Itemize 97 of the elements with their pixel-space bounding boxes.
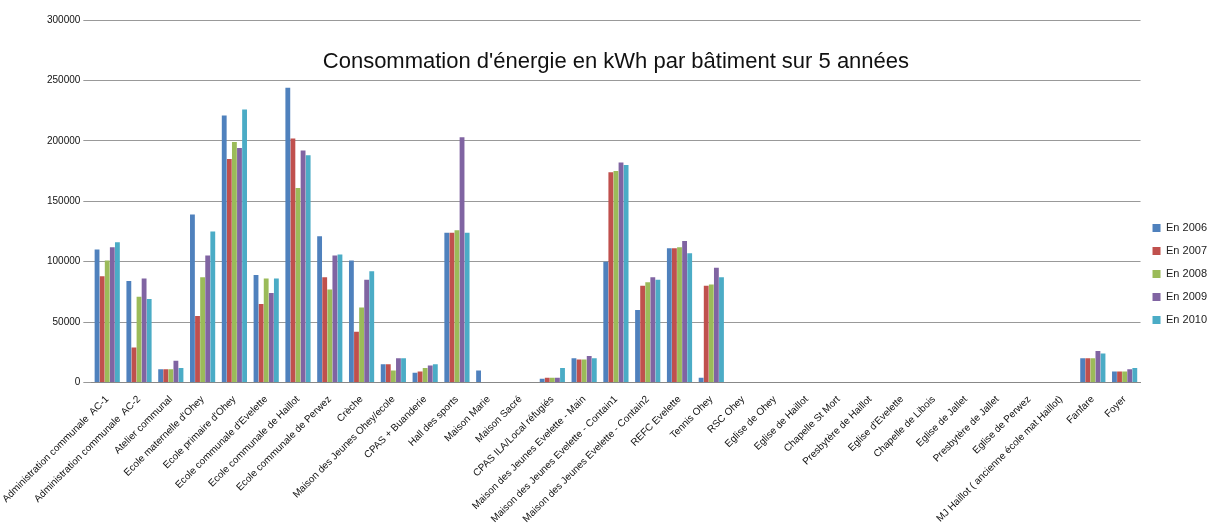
bar [327, 289, 333, 382]
bar [635, 309, 640, 382]
bar [385, 364, 391, 382]
bar [427, 365, 433, 382]
bar [719, 277, 724, 382]
bar [200, 277, 206, 382]
bar [114, 242, 120, 382]
bar [655, 279, 661, 382]
bar [109, 247, 115, 382]
bar [390, 370, 396, 382]
y-tick-label: 50000 [52, 315, 81, 327]
bar [449, 232, 455, 382]
bar [1132, 367, 1138, 382]
bar [581, 359, 587, 382]
bar [317, 236, 323, 382]
bar [698, 377, 704, 382]
y-tick-label: 100000 [46, 255, 81, 267]
bar [285, 87, 291, 382]
bar [1080, 358, 1086, 382]
bar [464, 232, 470, 382]
bar [623, 164, 629, 382]
bar [555, 377, 560, 382]
bar [703, 285, 709, 382]
bar [1095, 351, 1101, 382]
bar [650, 277, 656, 382]
bar [1127, 369, 1133, 382]
bar [322, 277, 328, 382]
bar [231, 142, 237, 382]
bar [539, 378, 545, 382]
bar [687, 253, 693, 382]
bar [380, 364, 386, 382]
bar [1085, 358, 1091, 382]
bar [221, 115, 227, 382]
bar [608, 172, 614, 382]
text: Consommation d'énergie en kWh par bâtiment sur 5 années [322, 47, 910, 73]
bar [1112, 371, 1117, 382]
bar [126, 280, 132, 382]
bar [163, 369, 169, 382]
legend-label: En 2006 [1166, 221, 1207, 234]
bar [645, 282, 651, 382]
bar [476, 370, 481, 382]
bar [444, 232, 450, 382]
legend-label: En 2009 [1166, 290, 1207, 303]
bar [237, 148, 242, 382]
bar [258, 303, 264, 382]
bar [104, 260, 110, 382]
bar [348, 260, 354, 382]
bar [173, 360, 179, 382]
legend-label: En 2008 [1166, 267, 1207, 280]
y-tick-label: 150000 [46, 194, 81, 206]
legend-label: En 2010 [1166, 313, 1207, 326]
bar [146, 299, 152, 382]
bar [190, 214, 195, 382]
bar [666, 248, 672, 382]
bar [242, 109, 247, 382]
bar [263, 278, 269, 382]
bar [682, 241, 688, 382]
bar [369, 271, 375, 382]
bar [332, 255, 338, 382]
bar [205, 255, 211, 382]
bar [640, 285, 646, 382]
bar [158, 369, 164, 382]
bar [708, 284, 714, 382]
bar [273, 278, 279, 382]
bar [586, 355, 592, 382]
bar [141, 278, 147, 382]
bar [1122, 371, 1128, 382]
bar [210, 231, 216, 382]
bar [1117, 371, 1122, 382]
legend-label: En 2007 [1166, 244, 1207, 257]
bar [305, 155, 311, 382]
bar [591, 358, 597, 382]
bar [195, 316, 200, 382]
bar [549, 377, 555, 382]
y-tick-label: 200000 [46, 134, 81, 146]
bar [99, 276, 105, 382]
y-tick-label: 0 [74, 376, 81, 388]
bar [422, 367, 428, 382]
bar [401, 358, 406, 382]
bar [672, 248, 677, 382]
bar [560, 367, 565, 382]
bar [290, 138, 296, 382]
bar [359, 307, 364, 382]
bar [396, 358, 401, 382]
bar [1090, 358, 1096, 382]
bar [432, 364, 438, 382]
bar [226, 158, 232, 382]
bar [354, 331, 359, 382]
bar [268, 293, 274, 382]
bar [168, 369, 174, 382]
bar [544, 377, 550, 382]
bar [677, 247, 682, 382]
bar [603, 261, 609, 382]
bar [364, 279, 370, 382]
y-tick-label: 300000 [46, 13, 81, 25]
bar [713, 267, 719, 382]
y-tick-label: 250000 [46, 74, 81, 86]
